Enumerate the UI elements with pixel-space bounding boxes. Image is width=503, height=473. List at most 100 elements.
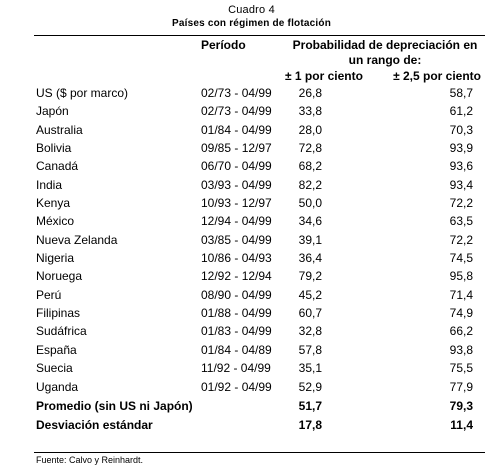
prob-2-5-cell: 61,2 xyxy=(449,104,473,119)
table-row: Filipinas 01/88 - 04/99 60,7 74,9 xyxy=(0,304,503,322)
prob-2-5-cell: 70,3 xyxy=(449,122,473,137)
prob-2-5-cell: 72,2 xyxy=(449,196,473,211)
std-dev-label: Desviación estándar xyxy=(36,418,153,432)
country-cell: Bolivia xyxy=(36,141,72,156)
prob-2-5-cell: 77,9 xyxy=(449,379,473,394)
prob-1-cell: 79,2 xyxy=(298,269,322,284)
table-row: Noruega 12/92 - 12/94 79,2 95,8 xyxy=(0,267,503,285)
country-cell: Perú xyxy=(36,287,62,302)
table-row: Sudáfrica 01/83 - 04/99 32,8 66,2 xyxy=(0,322,503,340)
table-row: Suecia 11/92 - 04/99 35,1 75,5 xyxy=(0,359,503,377)
table-row: Uganda 01/92 - 04/99 52,9 77,9 xyxy=(0,378,503,396)
prob-2-5-cell: 58,7 xyxy=(449,86,473,100)
table-row: Australia 01/84 - 04/99 28,0 70,3 xyxy=(0,121,503,139)
prob-2-5-cell: 66,2 xyxy=(449,324,473,339)
table-row: Nueva Zelanda 03/85 - 04/99 39,1 72,2 xyxy=(0,231,503,249)
prob-2-5-cell: 93,9 xyxy=(449,141,473,156)
prob-2-5-cell: 74,9 xyxy=(449,306,473,321)
table-row: US ($ por marco) 02/73 - 04/99 26,8 58,7 xyxy=(0,84,503,102)
table-row: España 01/84 - 04/89 57,8 93,8 xyxy=(0,341,503,359)
country-cell: Noruega xyxy=(36,269,83,284)
period-cell: 01/83 - 04/99 xyxy=(201,324,272,339)
country-cell: Nueva Zelanda xyxy=(36,232,118,247)
prob-2-5-cell: 95,8 xyxy=(449,269,473,284)
prob-1-cell: 68,2 xyxy=(298,159,322,174)
country-cell: US ($ por marco) xyxy=(36,86,129,100)
source-note: Fuente: Calvo y Reinhardt. xyxy=(36,455,144,465)
period-cell: 06/70 - 04/99 xyxy=(201,159,272,174)
prob-1-cell: 32,8 xyxy=(298,324,322,339)
prob-1-cell: 39,1 xyxy=(298,232,322,247)
table-row: India 03/93 - 04/99 82,2 93,4 xyxy=(0,176,503,194)
prob-2-5-cell: 71,4 xyxy=(449,287,473,302)
prob-1-cell: 52,9 xyxy=(298,379,322,394)
country-cell: Nigeria xyxy=(36,251,75,266)
country-cell: Filipinas xyxy=(36,306,81,321)
table-body: US ($ por marco) 02/73 - 04/99 26,8 58,7 Jap… xyxy=(0,84,503,396)
table-row: Nigeria 10/86 - 04/93 36,4 74,5 xyxy=(0,249,503,267)
period-cell: 08/90 - 04/99 xyxy=(201,287,272,302)
period-cell: 01/92 - 04/99 xyxy=(201,379,272,394)
average-value-1: 51,7 xyxy=(298,399,322,413)
period-cell: 01/84 - 04/99 xyxy=(201,122,272,137)
col1-header: ± 1 por ciento xyxy=(285,69,363,83)
prob-1-cell: 34,6 xyxy=(298,214,322,229)
period-cell: 12/94 - 04/99 xyxy=(201,214,272,229)
prob-2-5-cell: 93,6 xyxy=(449,159,473,174)
table-row: Kenya 10/93 - 12/97 50,0 72,2 xyxy=(0,194,503,212)
prob-1-cell: 50,0 xyxy=(298,196,322,211)
period-cell: 12/92 - 12/94 xyxy=(201,269,272,284)
country-cell: Canadá xyxy=(36,159,79,174)
period-cell: 03/93 - 04/99 xyxy=(201,177,272,192)
prob-2-5-cell: 93,8 xyxy=(449,342,473,357)
country-cell: Australia xyxy=(36,122,83,137)
average-label: Promedio (sin US ni Japón) xyxy=(36,399,193,413)
std-dev-value-2: 11,4 xyxy=(450,418,473,432)
average-value-2: 79,3 xyxy=(449,399,473,413)
period-cell: 03/85 - 04/99 xyxy=(201,232,272,247)
std-dev-value-1: 17,8 xyxy=(298,418,322,432)
probability-header: Probabilidad de depreciación en un rango… xyxy=(292,38,478,67)
table-number: Cuadro 4 xyxy=(228,4,275,16)
prob-1-cell: 36,4 xyxy=(298,251,322,266)
country-cell: India xyxy=(36,177,63,192)
prob-1-cell: 26,8 xyxy=(298,86,322,100)
country-cell: Uganda xyxy=(36,379,79,394)
prob-1-cell: 60,7 xyxy=(298,306,322,321)
table-row: Bolivia 09/85 - 12/97 72,8 93,9 xyxy=(0,139,503,157)
period-cell: 02/73 - 04/99 xyxy=(201,86,272,100)
prob-1-cell: 57,8 xyxy=(298,342,322,357)
col2-header: ± 2,5 por ciento xyxy=(393,69,481,83)
country-cell: Sudáfrica xyxy=(36,324,87,339)
prob-1-cell: 28,0 xyxy=(298,122,322,137)
prob-1-cell: 82,2 xyxy=(298,177,322,192)
period-cell: 10/86 - 04/93 xyxy=(201,251,272,266)
period-cell: 10/93 - 12/97 xyxy=(201,196,272,211)
period-cell: 11/92 - 04/99 xyxy=(201,361,271,376)
country-cell: México xyxy=(36,214,75,229)
prob-2-5-cell: 63,5 xyxy=(449,214,473,229)
prob-2-5-cell: 72,2 xyxy=(449,232,473,247)
prob-2-5-cell: 75,5 xyxy=(449,361,473,376)
period-cell: 09/85 - 12/97 xyxy=(201,141,272,156)
table-row: Japón 02/73 - 04/99 33,8 61,2 xyxy=(0,102,503,120)
period-cell: 01/88 - 04/99 xyxy=(201,306,272,321)
top-rule xyxy=(34,35,485,36)
country-cell: Japón xyxy=(36,104,69,119)
country-cell: Kenya xyxy=(36,196,71,211)
table-title: Países con régimen de flotación xyxy=(171,18,332,29)
prob-1-cell: 72,8 xyxy=(298,141,322,156)
prob-1-cell: 45,2 xyxy=(298,287,322,302)
prob-1-cell: 33,8 xyxy=(298,104,322,119)
country-cell: España xyxy=(36,342,77,357)
table-row: Canadá 06/70 - 04/99 68,2 93,6 xyxy=(0,157,503,175)
table-row: Perú 08/90 - 04/99 45,2 71,4 xyxy=(0,286,503,304)
table-row: México 12/94 - 04/99 34,6 63,5 xyxy=(0,212,503,230)
period-cell: 02/73 - 04/99 xyxy=(201,104,272,119)
prob-2-5-cell: 93,4 xyxy=(449,177,473,192)
prob-1-cell: 35,1 xyxy=(298,361,322,376)
bottom-rule xyxy=(34,452,485,453)
country-cell: Suecia xyxy=(36,361,73,376)
period-cell: 01/84 - 04/89 xyxy=(201,342,272,357)
period-header: Período xyxy=(201,38,246,52)
